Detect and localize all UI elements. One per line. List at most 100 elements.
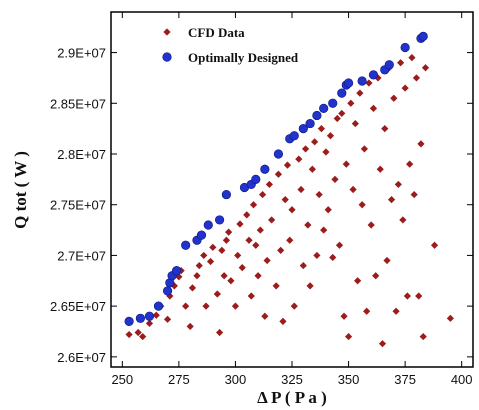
cfd-data-point (430, 241, 439, 249)
optimal-data-point (400, 42, 410, 53)
cfd-data-point (399, 216, 407, 224)
optimal-data-point (312, 110, 322, 121)
optimal-data-point (172, 266, 182, 276)
cfd-data-point (381, 125, 389, 133)
x-tick-label: 250 (111, 372, 133, 387)
optimal-data-point (368, 70, 379, 80)
optimal-data-point (319, 103, 329, 113)
cfd-data-point (344, 332, 353, 341)
cfd-data-point (313, 251, 321, 260)
cfd-data-point (419, 332, 427, 341)
cfd-data-point (279, 317, 287, 325)
optimal-data-point (305, 118, 315, 129)
optimal-data-point (135, 313, 146, 323)
cfd-data-point (311, 138, 319, 146)
cfd-data-point (283, 161, 292, 169)
legend: CFD Data Optimally Designed (162, 25, 299, 65)
cfd-data-point (261, 312, 269, 320)
cfd-data-point (354, 277, 362, 285)
cfd-data-point (378, 340, 387, 348)
cfd-data-point (236, 220, 244, 228)
cfd-data-point (256, 226, 264, 234)
cfd-data-point (218, 246, 226, 254)
cfd-data-point (202, 302, 210, 310)
cfd-data-point (390, 94, 398, 102)
optimal-data-point (196, 230, 207, 240)
cfd-data-point (329, 253, 337, 262)
cfd-data-point (245, 236, 253, 244)
cfd-data-point (397, 59, 405, 67)
cfd-data-point (243, 211, 251, 219)
optimal-data-point (384, 60, 394, 70)
cfd-data-point (152, 311, 160, 319)
cfd-data-point (320, 226, 328, 234)
optimal-data-point (221, 189, 231, 200)
cfd-data-point (193, 272, 201, 280)
cfd-data-point (288, 206, 296, 214)
optimal-data-point (260, 164, 270, 174)
x-tick-label: 400 (451, 372, 473, 387)
optimal-data-point (162, 286, 173, 296)
cfd-data-point (315, 190, 323, 199)
cfd-data-point (231, 302, 240, 310)
cfd-data-point (170, 282, 178, 290)
cfd-data-point (134, 328, 142, 337)
optimal-data-point (328, 98, 338, 108)
cfd-data-point (324, 206, 332, 214)
cfd-data-point (272, 282, 280, 290)
legend-marker-cfd (163, 28, 171, 36)
cfd-data-point (254, 272, 262, 280)
cfd-data-point (274, 170, 283, 178)
cfd-data-point (216, 328, 224, 337)
x-tick-label: 375 (394, 372, 416, 387)
cfd-data-point (374, 74, 382, 82)
cfd-data-point (331, 175, 339, 183)
cfd-data-point (347, 99, 355, 107)
y-tick-label: 2.85E+07 (50, 96, 106, 111)
cfd-data-point (277, 246, 285, 254)
cfd-data-point (225, 228, 233, 236)
cfd-data-point (408, 54, 416, 62)
y-axis-title: Q tot ( W ) (11, 151, 30, 229)
x-tick-label: 300 (225, 372, 247, 387)
x-tick-label: 350 (338, 372, 360, 387)
y-tick-label: 2.6E+07 (57, 350, 106, 365)
cfd-data-point (213, 290, 221, 298)
cfd-data-point (412, 74, 421, 82)
cfd-data-point (349, 185, 357, 194)
cfd-data-point (326, 132, 335, 140)
cfd-data-point (299, 261, 307, 270)
legend-label-optimal: Optimally Designed (188, 50, 299, 65)
cfd-data-point (372, 272, 380, 280)
cfd-data-point (356, 89, 364, 97)
cfd-data-point (335, 241, 344, 249)
cfd-data-point (446, 314, 454, 322)
x-axis-title: Δ P ( P a ) (257, 388, 327, 407)
cfd-data-point (295, 155, 303, 163)
legend-marker-optimal (162, 52, 172, 62)
legend-label-cfd: CFD Data (188, 25, 245, 40)
plot-frame (110, 11, 474, 368)
cfd-data-point (139, 332, 147, 341)
cfd-data-point (227, 277, 235, 285)
cfd-data-point (383, 256, 391, 265)
cfd-data-point (286, 236, 294, 244)
optimal-data-point (251, 174, 261, 184)
cfd-data-point (358, 201, 366, 209)
cfd-data-point (188, 284, 197, 292)
data-points (124, 31, 454, 348)
cfd-data-point (351, 119, 359, 128)
cfd-data-point (376, 165, 384, 173)
cfd-data-point (363, 307, 371, 315)
optimal-data-point (124, 316, 134, 326)
cfd-data-point (182, 302, 190, 310)
y-tick-label: 2.65E+07 (50, 299, 106, 314)
cfd-data-point (369, 104, 378, 112)
cfd-data-point (367, 221, 375, 229)
cfd-data-point (281, 196, 289, 204)
y-tick-label: 2.8E+07 (57, 147, 106, 162)
cfd-data-point (410, 190, 418, 199)
cfd-data-point (258, 190, 267, 199)
optimal-data-point (343, 78, 354, 88)
